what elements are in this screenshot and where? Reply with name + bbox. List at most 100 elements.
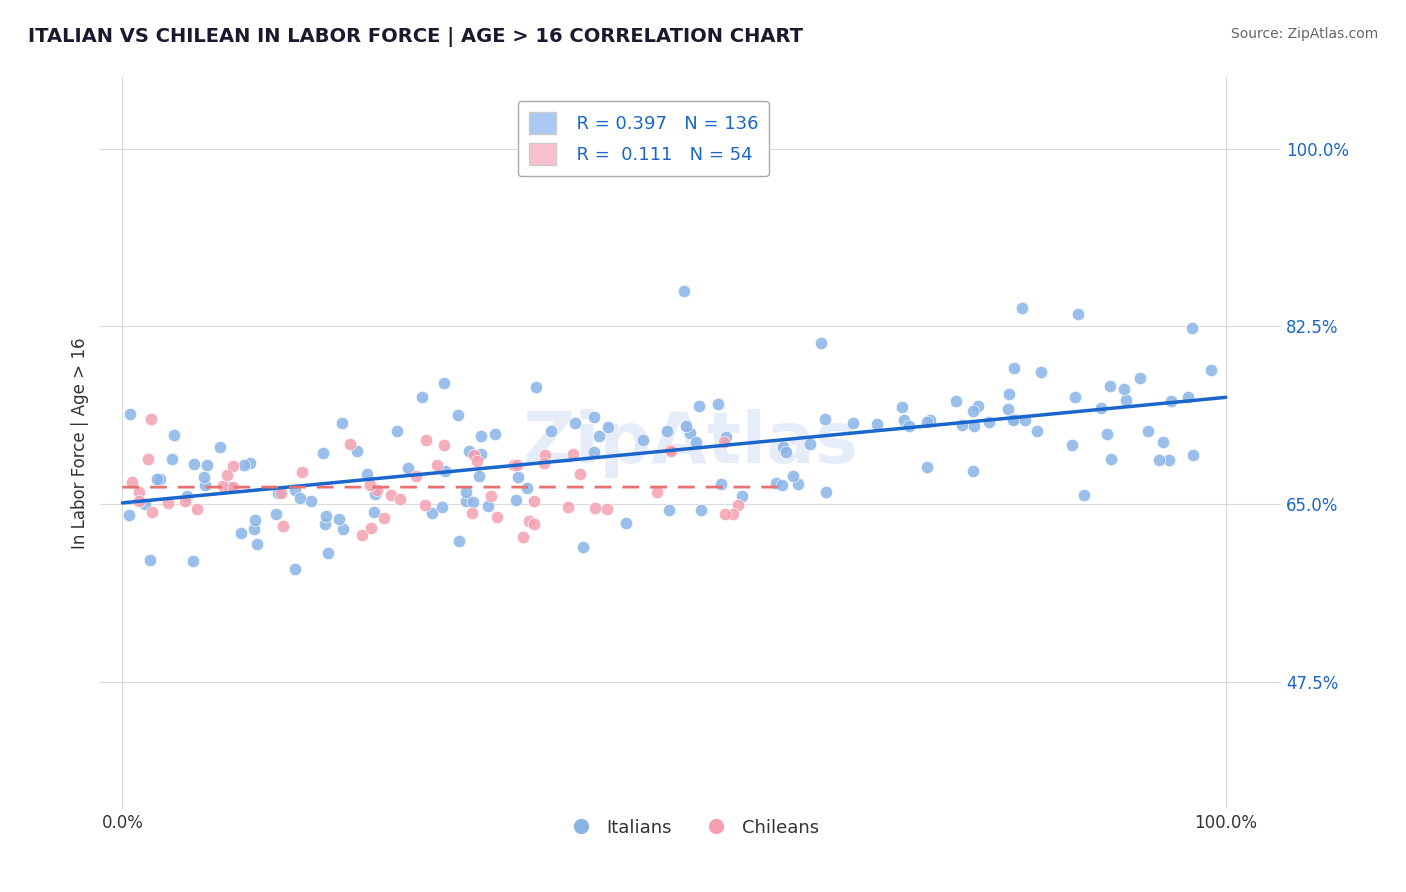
Point <box>465 453 488 467</box>
Point <box>1181 449 1204 463</box>
Point <box>1181 321 1204 335</box>
Point <box>1062 438 1084 452</box>
Point <box>534 449 557 463</box>
Point <box>583 501 606 516</box>
Point <box>270 486 292 500</box>
Text: Source: ZipAtlas.com: Source: ZipAtlas.com <box>1230 27 1378 41</box>
Point <box>359 478 381 492</box>
Point <box>149 472 172 486</box>
Point <box>222 458 245 473</box>
Point <box>433 464 456 478</box>
Point <box>866 417 889 432</box>
Point <box>688 399 710 413</box>
Point <box>524 380 547 394</box>
Point <box>920 412 942 426</box>
Point <box>363 505 385 519</box>
Point <box>141 505 163 519</box>
Point <box>1063 390 1085 404</box>
Point <box>962 404 984 418</box>
Point <box>1177 390 1199 404</box>
Point <box>799 437 821 451</box>
Point <box>380 488 402 502</box>
Point <box>557 500 579 514</box>
Point <box>332 522 354 536</box>
Point <box>502 458 524 472</box>
Point <box>813 411 835 425</box>
Point <box>283 483 305 497</box>
Point <box>174 494 197 508</box>
Point <box>389 491 412 506</box>
Point <box>706 397 728 411</box>
Point <box>963 418 986 433</box>
Point <box>1115 393 1137 408</box>
Point <box>568 467 591 482</box>
Point <box>1201 363 1223 377</box>
Point <box>328 512 350 526</box>
Point <box>1002 412 1025 426</box>
Point <box>713 434 735 449</box>
Point <box>181 554 204 568</box>
Point <box>121 475 143 489</box>
Point <box>633 434 655 448</box>
Point <box>209 440 232 454</box>
Point <box>460 506 482 520</box>
Point <box>893 413 915 427</box>
Point <box>430 500 453 515</box>
Point <box>658 502 681 516</box>
Point <box>405 469 427 483</box>
Point <box>1152 435 1174 450</box>
Text: ITALIAN VS CHILEAN IN LABOR FORCE | AGE > 16 CORRELATION CHART: ITALIAN VS CHILEAN IN LABOR FORCE | AGE … <box>28 27 803 46</box>
Point <box>690 503 713 517</box>
Text: ZipAtlas: ZipAtlas <box>523 409 859 478</box>
Point <box>422 506 444 520</box>
Point <box>714 507 737 521</box>
Point <box>772 440 794 454</box>
Point <box>128 485 150 500</box>
Point <box>120 407 142 421</box>
Point <box>1112 382 1135 396</box>
Point <box>266 507 288 521</box>
Point <box>415 498 437 512</box>
Point <box>470 428 492 442</box>
Point <box>1029 365 1052 379</box>
Point <box>316 546 339 560</box>
Point <box>211 479 233 493</box>
Point <box>314 516 336 531</box>
Point <box>477 500 499 514</box>
Point <box>117 508 139 522</box>
Point <box>710 476 733 491</box>
Point <box>533 456 555 470</box>
Point <box>540 424 562 438</box>
Point <box>162 452 184 467</box>
Point <box>463 495 485 509</box>
Point <box>231 525 253 540</box>
Point <box>1137 424 1160 438</box>
Point <box>433 376 456 390</box>
Point <box>267 486 290 500</box>
Point <box>339 437 361 451</box>
Point <box>364 487 387 501</box>
Point <box>415 434 437 448</box>
Point <box>346 444 368 458</box>
Point <box>387 425 409 439</box>
Point <box>195 458 218 472</box>
Point <box>194 478 217 492</box>
Point <box>243 513 266 527</box>
Point <box>516 482 538 496</box>
Point <box>366 483 388 498</box>
Point <box>596 502 619 516</box>
Point <box>356 467 378 481</box>
Point <box>1011 301 1033 315</box>
Point <box>512 530 534 544</box>
Point <box>614 516 637 531</box>
Point <box>222 480 245 494</box>
Point <box>239 456 262 470</box>
Point <box>470 447 492 461</box>
Point <box>997 402 1019 417</box>
Point <box>945 393 967 408</box>
Point <box>183 457 205 471</box>
Point <box>647 484 669 499</box>
Point <box>583 409 606 424</box>
Point <box>193 469 215 483</box>
Point <box>146 473 169 487</box>
